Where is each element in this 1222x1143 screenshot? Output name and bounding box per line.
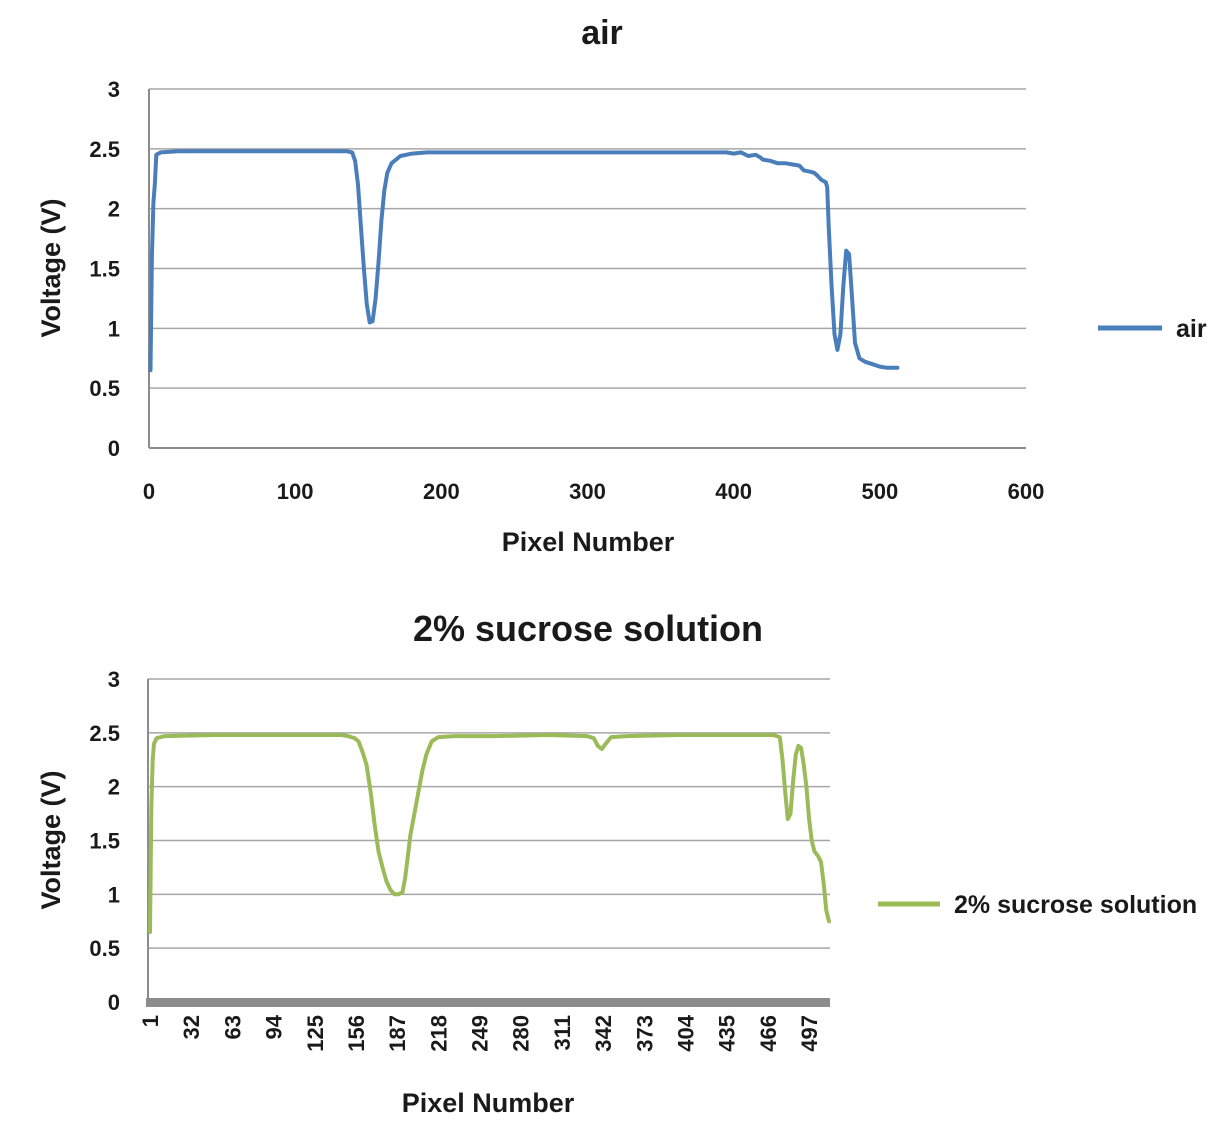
- x-tick-label: 1: [138, 1015, 163, 1027]
- x-tick-label: 466: [756, 1015, 781, 1052]
- y-tick-label: 0: [108, 990, 120, 1015]
- y-tick-label: 2.5: [89, 137, 120, 162]
- x-tick-label: 125: [303, 1015, 328, 1052]
- x-tick-label: 600: [1008, 479, 1045, 504]
- x-tick-label: 373: [632, 1015, 657, 1052]
- x-tick-label: 249: [468, 1015, 493, 1052]
- y-tick-label: 3: [108, 667, 120, 692]
- chart-title: 2% sucrose solution: [413, 608, 763, 649]
- y-tick-label: 2.5: [89, 721, 120, 746]
- y-axis-label: Voltage (V): [36, 198, 66, 337]
- y-tick-label: 0.5: [89, 376, 120, 401]
- x-tick-labels: 0 100 200 300 400 500 600: [143, 479, 1044, 504]
- series-line-sucrose: [148, 733, 831, 934]
- x-tick-label: 300: [569, 479, 606, 504]
- chart-air: air 0 0.5 1 1.5 2 2.5 3 0 100 200 300 400 500 600 Pi…: [36, 14, 1207, 557]
- x-tick-label: 435: [715, 1015, 740, 1052]
- x-tick-label: 94: [262, 1014, 287, 1039]
- x-tick-label: 0: [143, 479, 155, 504]
- x-axis-label: Pixel Number: [502, 527, 675, 557]
- x-tick-label: 280: [509, 1015, 534, 1052]
- y-tick-label: 2: [108, 775, 120, 800]
- x-tick-label: 311: [550, 1015, 575, 1051]
- y-tick-label: 3: [108, 77, 120, 102]
- legend-label: air: [1176, 315, 1207, 343]
- gridlines: [148, 678, 830, 949]
- x-tick-label: 187: [385, 1015, 410, 1052]
- x-tick-label: 400: [715, 479, 752, 504]
- legend: air: [1098, 315, 1207, 343]
- chart-title: air: [581, 14, 623, 52]
- x-tick-label: 500: [861, 479, 898, 504]
- x-tick-labels: 1 32 63 94 125 156 187 218 249 280 311 342 373 404 435…: [138, 1014, 822, 1051]
- legend: 2% sucrose solution: [878, 891, 1197, 919]
- x-tick-label: 218: [426, 1015, 451, 1052]
- y-tick-label: 1: [108, 882, 120, 907]
- y-tick-label: 1: [108, 316, 120, 341]
- y-axis-label: Voltage (V): [36, 770, 66, 909]
- y-tick-labels: 0 0.5 1 1.5 2 2.5 3: [89, 77, 120, 461]
- legend-label: 2% sucrose solution: [954, 891, 1197, 919]
- x-tick-label: 404: [674, 1014, 699, 1051]
- x-tick-label: 200: [423, 479, 460, 504]
- y-tick-label: 2: [108, 197, 120, 222]
- x-axis-bar: [146, 998, 830, 1007]
- gridlines: [149, 88, 1026, 389]
- x-tick-label: 497: [797, 1015, 822, 1052]
- x-axis-label: Pixel Number: [402, 1088, 575, 1118]
- y-tick-label: 0: [108, 436, 120, 461]
- x-tick-label: 63: [220, 1015, 245, 1039]
- x-tick-label: 342: [591, 1015, 616, 1052]
- x-tick-label: 100: [277, 479, 314, 504]
- x-tick-label: 32: [179, 1015, 204, 1039]
- series-line-air: [148, 149, 900, 373]
- x-tick-label: 156: [344, 1015, 369, 1052]
- y-tick-labels: 0 0.5 1 1.5 2 2.5 3: [89, 667, 120, 1015]
- chart-sucrose: 2% sucrose solution 0 0.5 1 1.5 2 2.5 3 1 32 63 9…: [36, 608, 1197, 1118]
- y-tick-label: 1.5: [89, 257, 120, 282]
- y-tick-label: 1.5: [89, 829, 120, 854]
- y-tick-label: 0.5: [89, 936, 120, 961]
